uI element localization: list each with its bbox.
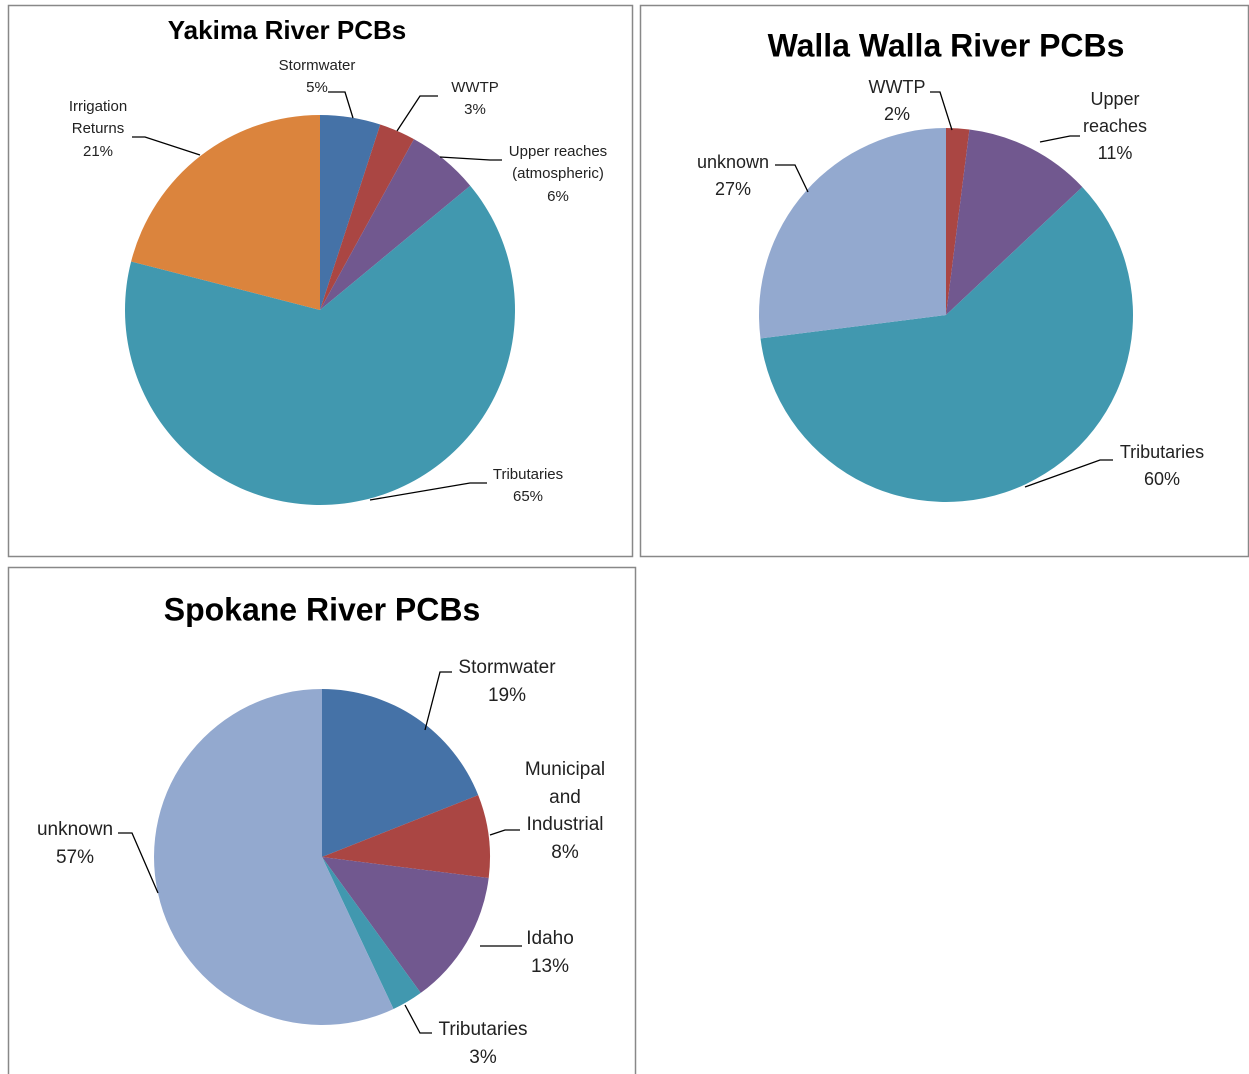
slice-label: Upper reaches (atmospheric) 6%: [496, 141, 621, 209]
leader-line: [132, 136, 201, 156]
slice-label: Upper reaches 11%: [1075, 86, 1155, 167]
leader-line: [439, 156, 502, 161]
slice-category: Idaho: [526, 928, 574, 950]
slice-value: 11%: [1097, 142, 1133, 163]
chart-title: Walla Walla River PCBs: [768, 27, 1125, 63]
slice-value: 65%: [512, 488, 544, 506]
slice-label: Tributaries 65%: [473, 464, 583, 509]
slice-label: Tributaries 60%: [1102, 439, 1222, 493]
slice-value: 19%: [487, 684, 527, 706]
slice-category: Stormwater: [278, 56, 356, 74]
slice-category: Stormwater: [458, 657, 556, 679]
leader-line: [1024, 459, 1113, 488]
pie-slice: [759, 128, 946, 339]
slice-category: unknown: [36, 819, 114, 841]
slice-value: 5%: [306, 79, 328, 97]
pie-slice: [320, 115, 381, 310]
leader-line: [489, 829, 520, 836]
slice-category: Upper reaches: [1082, 88, 1148, 136]
slice-category: Upper reaches (atmospheric): [508, 142, 608, 183]
slice-category: Tributaries: [492, 465, 564, 483]
slice-category: WWTP: [868, 76, 926, 97]
slice-label: Municipal and Industrial 8%: [515, 756, 615, 866]
leader-line: [118, 832, 159, 894]
leader-line: [369, 482, 487, 501]
slice-value: 27%: [714, 178, 752, 199]
leader-line: [775, 164, 809, 193]
leader-line: [424, 671, 452, 731]
pie-slice: [322, 857, 421, 1010]
pie-slice: [124, 185, 515, 505]
pie-slice: [946, 129, 1083, 315]
chart-title: Yakima River PCBs: [168, 15, 406, 45]
pie-slice: [153, 689, 394, 1025]
slice-category: Tributaries: [1119, 441, 1205, 462]
slice-label: Tributaries 3%: [418, 1016, 548, 1071]
leader-line: [930, 91, 953, 131]
slice-value: 8%: [551, 841, 579, 863]
slice-label: Stormwater 5%: [257, 55, 377, 100]
pie-slice: [320, 124, 414, 310]
slice-value: 21%: [82, 142, 114, 160]
slice-category: Tributaries: [438, 1019, 528, 1041]
slice-value: 13%: [530, 955, 570, 977]
slice-label: WWTP 3%: [435, 77, 515, 122]
slice-label: Idaho 13%: [510, 925, 590, 980]
slice-label: WWTP 2%: [857, 74, 937, 128]
slice-label: unknown 57%: [25, 816, 125, 871]
slice-label: unknown 27%: [683, 149, 783, 203]
slice-category: WWTP: [451, 78, 499, 96]
slice-value: 3%: [469, 1046, 497, 1068]
pie-slice: [760, 186, 1133, 503]
leader-line: [404, 1004, 432, 1034]
leader-line: [396, 95, 438, 132]
slice-label: Irrigation Returns 21%: [53, 96, 143, 164]
pie-slice: [320, 139, 471, 310]
slice-category: Municipal and Industrial: [524, 759, 606, 836]
slice-label: Stormwater 19%: [442, 654, 572, 709]
slice-value: 6%: [547, 187, 569, 205]
slice-value: 60%: [1143, 468, 1181, 489]
chart-title: Spokane River PCBs: [164, 591, 481, 627]
pie-slice: [131, 115, 320, 310]
slice-category: Irrigation Returns: [68, 97, 128, 138]
slice-value: 3%: [464, 101, 486, 119]
leader-line: [1039, 135, 1080, 143]
pie-slice: [322, 689, 479, 857]
slice-value: 2%: [883, 103, 910, 124]
slice-value: 57%: [55, 846, 95, 868]
leader-line: [328, 91, 354, 119]
pie-slice: [946, 128, 970, 315]
slice-category: unknown: [696, 151, 770, 172]
pie-slice: [322, 857, 489, 993]
pie-slice: [322, 795, 490, 879]
